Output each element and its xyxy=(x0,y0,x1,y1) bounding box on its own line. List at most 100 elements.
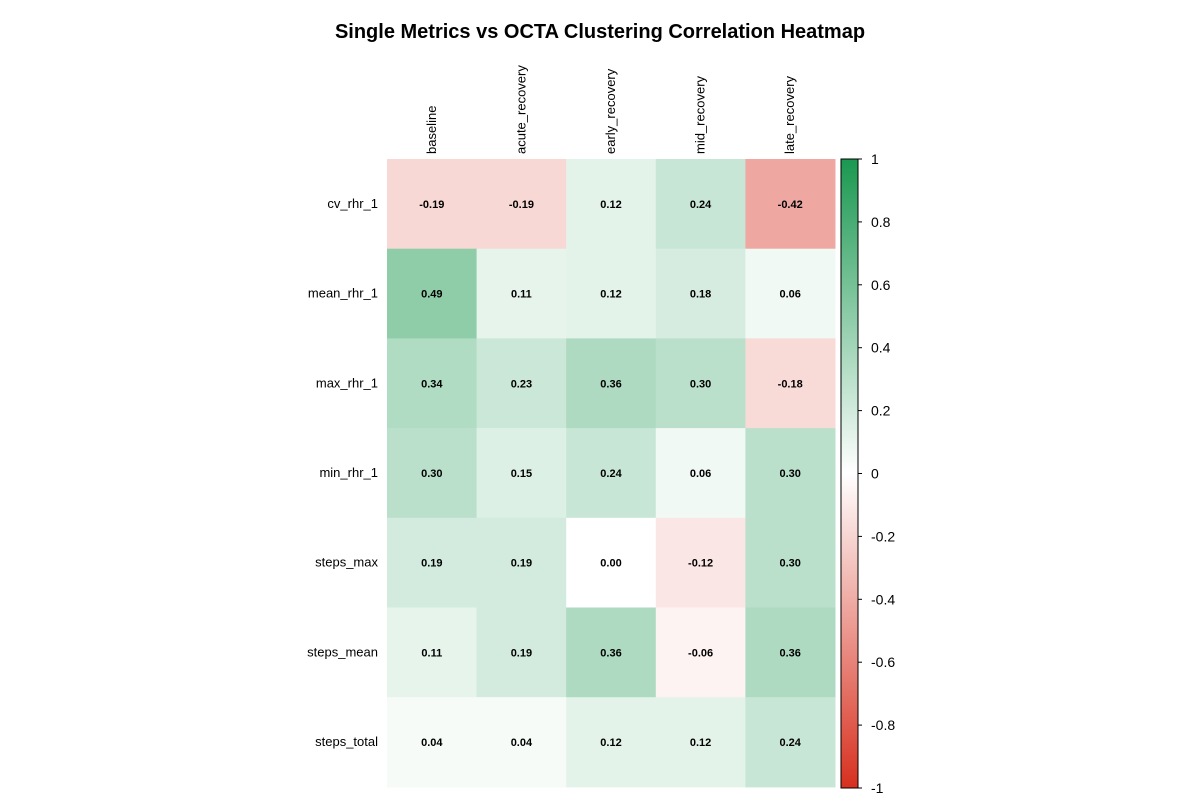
cell-value-steps_total-acute_recovery: 0.04 xyxy=(511,737,533,749)
legend-tick-label: 1 xyxy=(871,151,879,167)
cell-value-cv_rhr_1-early_recovery: 0.12 xyxy=(600,199,621,211)
cell-value-max_rhr_1-early_recovery: 0.36 xyxy=(600,378,621,390)
column-label-late_recovery: late_recovery xyxy=(782,75,797,154)
cell-value-steps_mean-acute_recovery: 0.19 xyxy=(511,647,532,659)
cell-value-cv_rhr_1-mid_recovery: 0.24 xyxy=(690,199,712,211)
heatmap-cell-steps_max-mid_recovery xyxy=(655,517,746,608)
cell-value-max_rhr_1-acute_recovery: 0.23 xyxy=(511,378,532,390)
cell-value-steps_max-early_recovery: 0.00 xyxy=(600,558,621,570)
heatmap-cell-max_rhr_1-baseline xyxy=(387,338,478,429)
heatmap-cell-steps_max-early_recovery xyxy=(566,517,657,608)
row-label-max_rhr_1: max_rhr_1 xyxy=(316,375,378,390)
cell-value-min_rhr_1-acute_recovery: 0.15 xyxy=(511,468,532,480)
cell-value-steps_total-mid_recovery: 0.12 xyxy=(690,737,711,749)
cell-value-min_rhr_1-early_recovery: 0.24 xyxy=(600,468,622,480)
heatmap-cell-steps_mean-late_recovery xyxy=(745,607,836,698)
cell-value-cv_rhr_1-acute_recovery: -0.19 xyxy=(509,199,534,211)
cell-value-mean_rhr_1-baseline: 0.49 xyxy=(421,289,442,301)
legend-tick-label: -0.8 xyxy=(871,717,895,733)
legend-tick-label: -0.2 xyxy=(871,528,895,544)
heatmap-cell-steps_total-mid_recovery xyxy=(655,697,746,788)
chart-title: Single Metrics vs OCTA Clustering Correl… xyxy=(335,21,865,43)
heatmap-cell-mean_rhr_1-early_recovery xyxy=(566,248,657,339)
cell-value-steps_max-mid_recovery: -0.12 xyxy=(688,558,713,570)
row-label-min_rhr_1: min_rhr_1 xyxy=(319,465,378,480)
heatmap-cell-max_rhr_1-acute_recovery xyxy=(476,338,567,429)
cell-value-mean_rhr_1-early_recovery: 0.12 xyxy=(600,289,621,301)
cell-value-min_rhr_1-baseline: 0.30 xyxy=(421,468,442,480)
cell-value-steps_total-baseline: 0.04 xyxy=(421,737,443,749)
heatmap-cell-steps_max-acute_recovery xyxy=(476,517,567,608)
heatmap-cell-steps_max-late_recovery xyxy=(745,517,836,608)
legend-color-bar xyxy=(840,158,859,789)
row-label-cv_rhr_1: cv_rhr_1 xyxy=(327,196,378,211)
cell-value-min_rhr_1-late_recovery: 0.30 xyxy=(779,468,800,480)
column-label-mid_recovery: mid_recovery xyxy=(693,75,708,154)
cell-value-steps_mean-early_recovery: 0.36 xyxy=(600,647,621,659)
cell-value-steps_max-baseline: 0.19 xyxy=(421,558,442,570)
column-labels: baseline acute_recovery early_recovery mid_… xyxy=(424,65,797,154)
cell-value-min_rhr_1-mid_recovery: 0.06 xyxy=(690,468,711,480)
heatmap-cell-cv_rhr_1-baseline xyxy=(387,159,478,250)
cell-value-mean_rhr_1-late_recovery: 0.06 xyxy=(779,289,800,301)
heatmap-cell-min_rhr_1-mid_recovery xyxy=(655,428,746,519)
cell-value-steps_total-late_recovery: 0.24 xyxy=(779,737,801,749)
cell-value-max_rhr_1-mid_recovery: 0.30 xyxy=(690,378,711,390)
heatmap-cell-mean_rhr_1-acute_recovery xyxy=(476,248,567,339)
legend-tick-label: -0.4 xyxy=(871,591,895,607)
cell-value-steps_mean-late_recovery: 0.36 xyxy=(779,647,800,659)
heatmap-cells xyxy=(387,159,836,788)
row-label-steps_max: steps_max xyxy=(315,555,378,570)
cell-value-max_rhr_1-baseline: 0.34 xyxy=(421,378,443,390)
heatmap-cell-min_rhr_1-baseline xyxy=(387,428,478,519)
cell-value-cv_rhr_1-late_recovery: -0.42 xyxy=(778,199,803,211)
legend-tick-label: 0.8 xyxy=(871,214,891,230)
heatmap-cell-steps_mean-baseline xyxy=(387,607,478,698)
heatmap-cell-steps_total-early_recovery xyxy=(566,697,657,788)
legend-tick-label: 0.4 xyxy=(871,340,891,356)
row-label-mean_rhr_1: mean_rhr_1 xyxy=(308,286,378,301)
legend-tick-label: -1 xyxy=(871,780,884,796)
heatmap-cell-steps_mean-acute_recovery xyxy=(476,607,567,698)
color-legend: 1 0.8 0.6 0.4 0.2 0 -0.2 -0.4 -0.6 -0.8 -1 xyxy=(840,151,895,796)
heatmap-cell-steps_mean-early_recovery xyxy=(566,607,657,698)
row-labels: cv_rhr_1 mean_rhr_1 max_rhr_1 min_rhr_1step… xyxy=(307,196,378,749)
cell-value-mean_rhr_1-mid_recovery: 0.18 xyxy=(690,289,711,301)
cell-value-mean_rhr_1-acute_recovery: 0.11 xyxy=(511,289,532,301)
heatmap-cell-steps_max-baseline xyxy=(387,517,478,608)
heatmap-cell-max_rhr_1-mid_recovery xyxy=(655,338,746,429)
heatmap-cell-steps_total-late_recovery xyxy=(745,697,836,788)
heatmap-cell-mean_rhr_1-baseline xyxy=(387,248,478,339)
heatmap-cell-min_rhr_1-early_recovery xyxy=(566,428,657,519)
heatmap-cell-min_rhr_1-acute_recovery xyxy=(476,428,567,519)
heatmap-cell-labels: -0.19 -0.19 0.12 0.24 -0.42 0.49 0.11 0.12 0.18 0… xyxy=(419,199,802,749)
cell-value-steps_mean-mid_recovery: -0.06 xyxy=(688,647,713,659)
heatmap-cell-max_rhr_1-early_recovery xyxy=(566,338,657,429)
heatmap-cell-steps_total-baseline xyxy=(387,697,478,788)
cell-value-cv_rhr_1-baseline: -0.19 xyxy=(419,199,444,211)
cell-value-steps_mean-baseline: 0.11 xyxy=(421,647,442,659)
heatmap-cell-steps_mean-mid_recovery xyxy=(655,607,746,698)
legend-tick-label: -0.6 xyxy=(871,654,895,670)
heatmap-cell-cv_rhr_1-late_recovery xyxy=(745,159,836,250)
column-label-early_recovery: early_recovery xyxy=(603,68,618,154)
heatmap-cell-cv_rhr_1-acute_recovery xyxy=(476,159,567,250)
heatmap-cell-mean_rhr_1-mid_recovery xyxy=(655,248,746,339)
column-label-acute_recovery: acute_recovery xyxy=(513,65,528,154)
row-label-steps_total: steps_total xyxy=(315,734,378,749)
heatmap-cell-max_rhr_1-late_recovery xyxy=(745,338,836,429)
cell-value-steps_max-acute_recovery: 0.19 xyxy=(511,558,532,570)
heatmap-cell-steps_total-acute_recovery xyxy=(476,697,567,788)
legend-tick-label: 0 xyxy=(871,466,879,482)
heatmap-cell-min_rhr_1-late_recovery xyxy=(745,428,836,519)
legend-tick-label: 0.6 xyxy=(871,277,891,293)
legend-tick-label: 0.2 xyxy=(871,403,891,419)
heatmap-cell-mean_rhr_1-late_recovery xyxy=(745,248,836,339)
row-label-steps_mean: steps_mean xyxy=(307,644,378,659)
column-label-baseline: baseline xyxy=(424,106,439,154)
heatmap-cell-cv_rhr_1-early_recovery xyxy=(566,159,657,250)
cell-value-max_rhr_1-late_recovery: -0.18 xyxy=(778,378,803,390)
cell-value-steps_total-early_recovery: 0.12 xyxy=(600,737,621,749)
heatmap-cell-cv_rhr_1-mid_recovery xyxy=(655,159,746,250)
